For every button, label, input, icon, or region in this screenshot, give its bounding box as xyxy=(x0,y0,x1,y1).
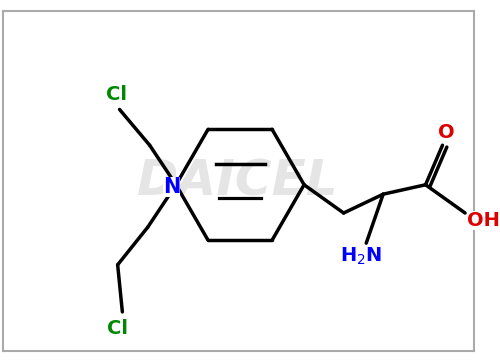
Text: OH: OH xyxy=(468,211,500,230)
Text: DAICEL: DAICEL xyxy=(138,157,339,205)
Text: Cl: Cl xyxy=(107,319,128,338)
Text: N: N xyxy=(162,177,180,197)
Text: Cl: Cl xyxy=(106,85,127,104)
Text: O: O xyxy=(438,123,454,142)
Text: H$_2$N: H$_2$N xyxy=(340,246,382,267)
